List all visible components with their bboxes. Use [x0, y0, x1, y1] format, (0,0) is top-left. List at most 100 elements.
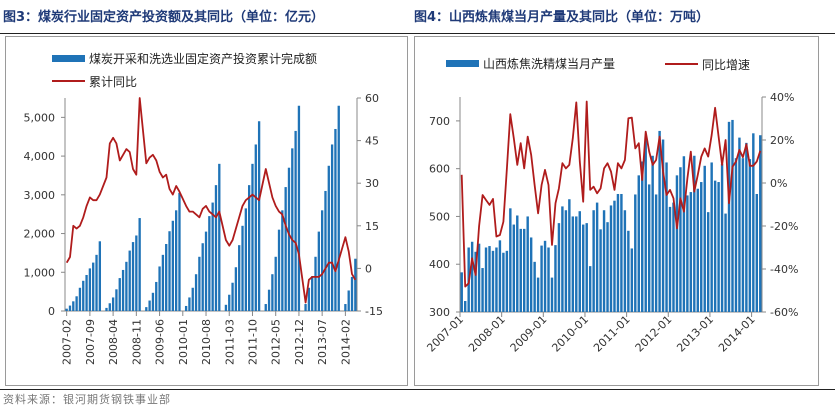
chart3-x-tick-label: 2009-06 [154, 319, 167, 365]
chart3-frame [5, 36, 408, 386]
chart3-right-tick-label: 45 [365, 135, 379, 148]
chart4-bar [533, 261, 536, 312]
chart4-frame [414, 36, 819, 386]
chart3-bar [65, 308, 68, 311]
chart4-bar [634, 194, 637, 312]
chart4-bar [710, 162, 713, 312]
chart3-bar [105, 307, 108, 311]
chart4-bar [724, 213, 727, 312]
chart4-legend-bar-swatch [446, 60, 479, 67]
chart3-bar [178, 192, 181, 311]
chart3-bar [350, 276, 354, 311]
chart3-bar [208, 216, 211, 311]
chart4-bar [759, 135, 762, 312]
chart3-bar [131, 242, 135, 311]
chart4-left-tick-label: 500 [429, 210, 450, 223]
chart3-bar [92, 262, 95, 311]
chart3-x-tick-label: 2013-07 [316, 319, 329, 365]
chart4-bar [741, 158, 745, 312]
chart3-bar [234, 267, 238, 311]
chart4-bar [672, 202, 675, 312]
chart4-bar [613, 200, 616, 312]
chart4-bar [578, 211, 581, 312]
chart3-x-tick-label: 2012-05 [270, 319, 283, 365]
chart4-legend-line-label: 同比增速 [702, 58, 750, 72]
chart3-bar [320, 210, 324, 311]
chart3-bar [218, 163, 221, 311]
chart4-bar [644, 136, 647, 312]
chart3-bar [75, 296, 78, 311]
chart4-bar [470, 241, 474, 312]
chart3-bar [281, 210, 284, 311]
chart3-x-tick-label: 2010-01 [177, 319, 190, 365]
chart3-right-tick-label: 15 [365, 220, 379, 233]
chart4-bar [693, 155, 696, 312]
chart4-bar [706, 212, 710, 312]
chart4-right-tick-label: 20% [770, 134, 794, 147]
chart3-bar [198, 256, 201, 311]
chart4-x-tick-label: 2012-01 [633, 313, 675, 355]
chart3-bar [151, 292, 155, 311]
chart3-x-tick-label: 2007-09 [84, 319, 97, 365]
chart4-bar [637, 175, 640, 312]
chart4-bar [592, 210, 595, 312]
chart4-right-tick-label: -60% [770, 306, 798, 319]
chart4-bar [540, 245, 543, 312]
chart3-bar [68, 305, 72, 311]
chart3-bar [277, 229, 281, 311]
chart4-bar [547, 247, 550, 312]
chart4-bar [564, 210, 568, 312]
chart3-x-tick-label: 2007-02 [61, 319, 74, 365]
chart4-bar [734, 158, 738, 312]
chart3-right-tick-label: 0 [365, 262, 372, 275]
chart4-bar [543, 240, 547, 312]
chart4-bar [658, 130, 661, 312]
chart3-x-tick-label: 2011-10 [246, 319, 259, 365]
chart4-bar [498, 240, 502, 312]
chart3-bar [138, 218, 141, 311]
chart3-bar [324, 190, 327, 311]
chart4-bar [606, 222, 609, 312]
chart3-right-tick-label: 30 [365, 177, 379, 190]
chart4-bar [713, 180, 717, 312]
chart4-bar [554, 245, 557, 312]
chart4-bar [623, 210, 627, 312]
chart4-bar [477, 243, 481, 312]
chart3-bar [121, 269, 125, 311]
chart3-bar [204, 231, 208, 311]
chart3-bar [231, 282, 234, 311]
chart3-bar [108, 303, 111, 311]
chart3-bar [135, 235, 138, 311]
chart4-bar [700, 182, 703, 312]
chart3-left-tick-label: 1,000 [24, 266, 56, 279]
chart4-bar [731, 119, 734, 312]
chart3-bar [264, 304, 267, 311]
chart3-bar [171, 220, 175, 311]
chart3-bar [251, 163, 254, 311]
chart3-bar [297, 105, 301, 311]
chart4-bar [582, 224, 585, 312]
chart3-bar [78, 287, 82, 311]
chart3-bar [327, 165, 330, 311]
chart3-bar [241, 225, 244, 311]
chart3-bar [337, 105, 340, 311]
chart3-bar [201, 243, 204, 311]
chart4-bar [491, 250, 495, 312]
chart4-bar [484, 247, 488, 312]
chart3-bar [347, 290, 350, 311]
chart4-right-tick-label: 0% [770, 177, 787, 190]
chart4-bar [509, 208, 512, 312]
chart3-left-tick-label: 2,000 [24, 228, 56, 241]
chart4-left-tick-label: 400 [429, 258, 450, 271]
chart4-bar [665, 162, 668, 312]
chart4-legend-bar-label: 山西炼焦洗精煤当月产量 [483, 56, 615, 71]
chart3-x-tick-label: 2008-04 [107, 319, 120, 365]
chart3-bar [267, 289, 271, 311]
chart3-legend-line-label: 累计同比 [89, 75, 137, 89]
chart3-bar [98, 241, 102, 311]
chart4-bar [630, 248, 634, 312]
footer-divider [0, 389, 835, 390]
chart4-bar [620, 193, 623, 312]
chart4-bar [516, 215, 519, 312]
